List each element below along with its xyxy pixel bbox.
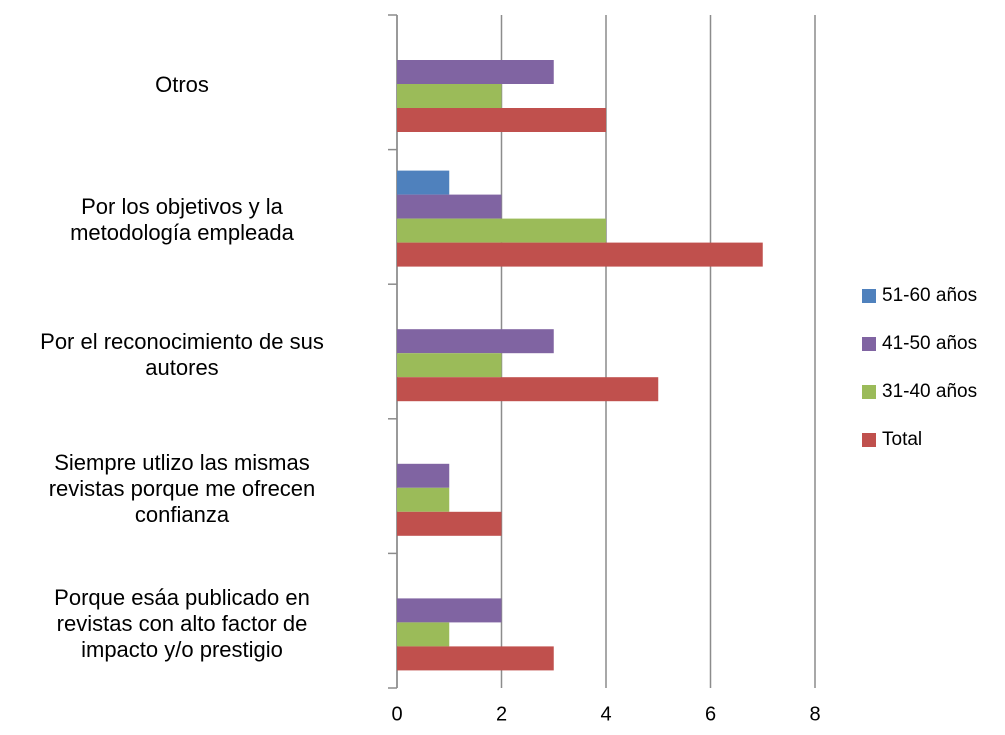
x-tick-label: 6 bbox=[705, 703, 716, 725]
legend-label: 31-40 años bbox=[882, 381, 977, 402]
legend-label: 41-50 años bbox=[882, 333, 977, 354]
bar bbox=[397, 242, 763, 267]
bar bbox=[397, 84, 502, 108]
legend-label: 51-60 años bbox=[882, 285, 977, 306]
bar bbox=[397, 487, 450, 512]
x-tick-label: 8 bbox=[809, 703, 820, 725]
bar bbox=[397, 598, 502, 623]
y-tick-label: Otros bbox=[155, 72, 209, 98]
bar bbox=[397, 463, 450, 488]
bar bbox=[397, 329, 554, 354]
legend-label: Total bbox=[882, 429, 922, 450]
x-tick-label: 4 bbox=[600, 703, 611, 725]
bar bbox=[397, 646, 554, 671]
y-tick-label: Por los objetivos y la metodología emple… bbox=[70, 193, 294, 245]
bar bbox=[397, 170, 450, 195]
legend-swatch bbox=[862, 289, 876, 303]
y-tick-label: Siempre utlizo las mismas revistas porqu… bbox=[48, 450, 316, 528]
x-tick-label: 2 bbox=[496, 703, 507, 725]
legend-swatch bbox=[862, 385, 876, 399]
x-tick-label: 0 bbox=[391, 703, 402, 725]
bar bbox=[397, 60, 554, 84]
y-tick-label: Por el reconocimiento de sus autores bbox=[40, 328, 324, 380]
bar bbox=[397, 108, 606, 132]
bar bbox=[397, 218, 606, 243]
bar bbox=[397, 377, 659, 402]
bar bbox=[397, 194, 502, 219]
legend-swatch bbox=[862, 337, 876, 351]
bar bbox=[397, 353, 502, 378]
bar bbox=[397, 511, 502, 536]
legend-swatch bbox=[862, 433, 876, 447]
y-tick-label: Porque esáa publicado en revistas con al… bbox=[54, 584, 310, 662]
bar bbox=[397, 622, 450, 647]
